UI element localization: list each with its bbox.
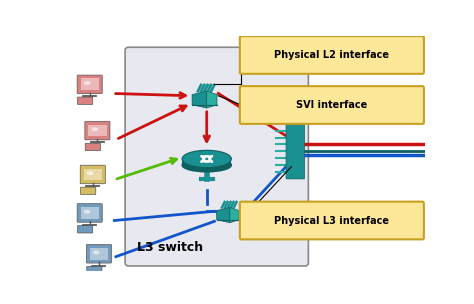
- Ellipse shape: [182, 158, 231, 172]
- FancyBboxPatch shape: [80, 165, 105, 184]
- Ellipse shape: [93, 250, 100, 254]
- Text: L3 switch: L3 switch: [137, 241, 203, 254]
- Text: Physical L2 interface: Physical L2 interface: [274, 50, 389, 60]
- Polygon shape: [207, 91, 217, 108]
- FancyBboxPatch shape: [240, 36, 424, 74]
- FancyBboxPatch shape: [83, 169, 102, 180]
- FancyBboxPatch shape: [81, 207, 99, 219]
- FancyBboxPatch shape: [125, 47, 309, 266]
- FancyBboxPatch shape: [85, 121, 110, 140]
- Ellipse shape: [182, 150, 231, 168]
- FancyBboxPatch shape: [240, 86, 424, 124]
- FancyBboxPatch shape: [78, 97, 93, 104]
- FancyBboxPatch shape: [85, 143, 100, 150]
- Text: Physical L3 interface: Physical L3 interface: [274, 216, 389, 226]
- Ellipse shape: [84, 210, 91, 214]
- FancyBboxPatch shape: [78, 226, 93, 233]
- FancyBboxPatch shape: [86, 244, 111, 263]
- Polygon shape: [182, 159, 231, 165]
- FancyBboxPatch shape: [87, 267, 102, 274]
- Ellipse shape: [87, 171, 93, 175]
- Ellipse shape: [84, 81, 91, 85]
- FancyBboxPatch shape: [286, 123, 304, 179]
- FancyBboxPatch shape: [90, 248, 108, 260]
- FancyBboxPatch shape: [77, 204, 102, 222]
- Polygon shape: [217, 208, 230, 223]
- Ellipse shape: [91, 127, 98, 131]
- Text: SVI interface: SVI interface: [296, 100, 367, 110]
- FancyBboxPatch shape: [81, 78, 99, 90]
- Polygon shape: [287, 118, 309, 124]
- FancyBboxPatch shape: [240, 202, 424, 239]
- Polygon shape: [230, 208, 239, 223]
- Polygon shape: [192, 91, 207, 108]
- FancyBboxPatch shape: [77, 75, 102, 94]
- FancyBboxPatch shape: [88, 125, 107, 136]
- FancyBboxPatch shape: [81, 187, 96, 195]
